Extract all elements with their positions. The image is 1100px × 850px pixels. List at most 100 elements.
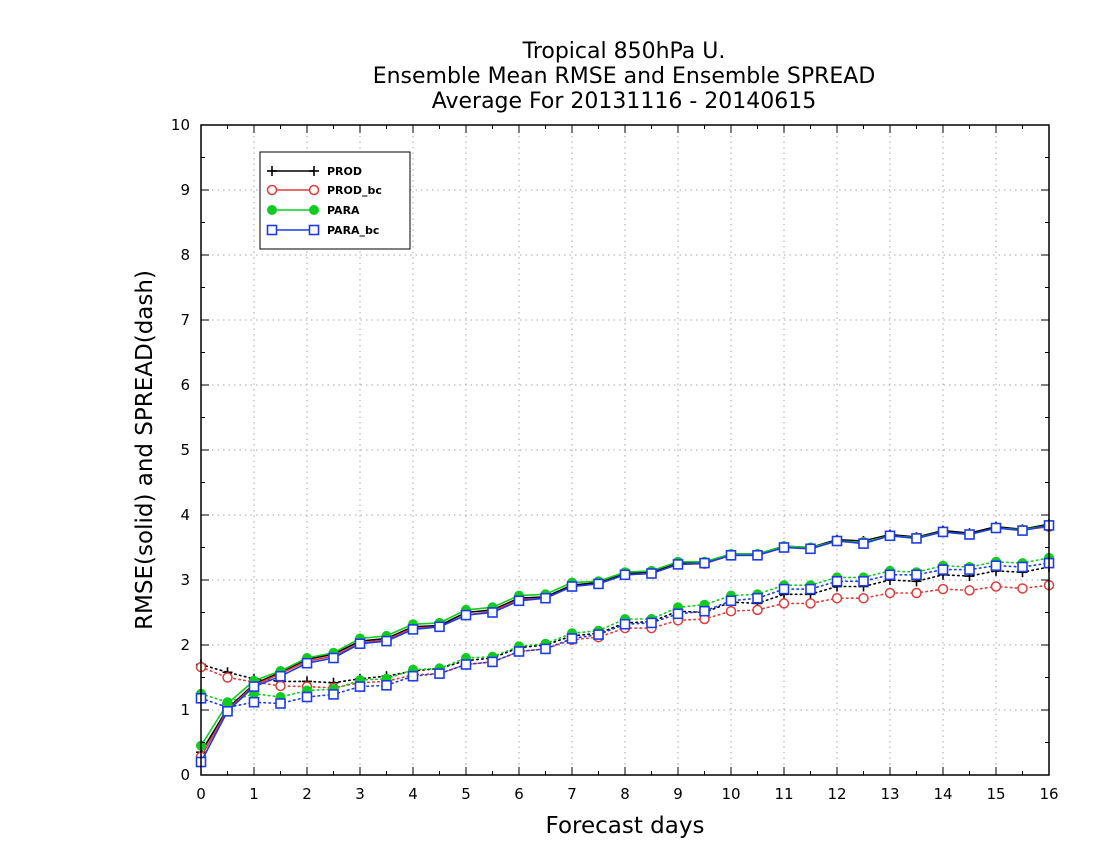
rmse-point-para-bc — [858, 538, 869, 549]
spread-point-para-bc — [275, 698, 286, 709]
spread-point-prod-bc — [884, 587, 896, 599]
x-tick-label: 2 — [302, 785, 312, 803]
legend-marker — [308, 184, 320, 196]
y-tick-label: 7 — [180, 311, 190, 329]
title-line-1: Tropical 850hPa U. — [522, 39, 726, 64]
rmse-line-prod-bc — [200, 525, 1050, 758]
spread-point-prod-bc — [858, 592, 869, 604]
legend-item-prod-bc: PROD_bc — [266, 184, 382, 197]
y-tick-label: 10 — [171, 116, 190, 134]
y-tick-label: 9 — [180, 181, 190, 199]
legend-label: PARA — [327, 204, 360, 217]
rmse-point-para-bc — [619, 569, 631, 581]
x-tick-label: 15 — [986, 785, 1005, 803]
chart-title: Tropical 850hPa U. Ensemble Mean RMSE an… — [373, 39, 876, 114]
spread-point-para-bc — [487, 656, 498, 668]
rmse-point-para-bc — [434, 621, 445, 633]
rmse-point-para-bc — [778, 542, 790, 553]
title-line-2: Ensemble Mean RMSE and Ensemble SPREAD — [373, 64, 876, 89]
spread-point-para-bc — [752, 592, 763, 604]
spread-point-para-bc — [646, 617, 657, 629]
spread-point-para-bc — [301, 691, 313, 703]
spread-point-para-bc — [990, 560, 1002, 572]
spread-point-prod-bc — [911, 587, 922, 599]
spread-point-prod-bc — [990, 581, 1002, 592]
spread-point-prod-bc — [964, 585, 975, 596]
rmse-line-prod — [200, 523, 1050, 753]
spread-point-para-bc — [1017, 561, 1028, 573]
spread-point-para-bc — [858, 575, 869, 587]
rmse-point-para-bc — [831, 535, 843, 547]
rmse-point-para-bc — [540, 592, 551, 604]
spread-point-para-bc — [699, 605, 710, 617]
rmse-point-para-bc — [593, 578, 604, 590]
rmse-point-para-bc — [381, 635, 392, 647]
spread-point-para-bc — [672, 608, 684, 620]
rmse-point-para-bc — [805, 543, 816, 555]
rmse-point-para-bc — [964, 529, 975, 540]
x-tick-label: 11 — [774, 785, 793, 803]
series-para-bc-rmse — [195, 520, 1055, 768]
rmse-point-para-bc — [248, 681, 260, 692]
rmse-point-para-bc — [460, 609, 472, 621]
spread-point-prod-bc — [752, 604, 763, 616]
x-tick-label: 0 — [196, 785, 206, 803]
spread-point-para-bc — [434, 668, 445, 679]
rmse-point-para-bc — [222, 705, 233, 717]
spread-point-para-bc — [513, 646, 525, 657]
x-axis-label: Forecast days — [546, 813, 705, 839]
legend-marker — [266, 184, 278, 196]
legend-item-para: PARA — [267, 204, 360, 217]
legend-label: PARA_bc — [327, 224, 379, 237]
spread-point-para-bc — [884, 569, 896, 581]
y-tick-label: 6 — [180, 376, 190, 394]
title-line-3: Average For 20131116 - 20140615 — [432, 89, 817, 114]
legend-marker — [308, 224, 320, 236]
spread-line-para-bc — [200, 562, 1050, 709]
spread-point-para-bc — [778, 583, 790, 595]
spread-point-para-bc — [354, 681, 366, 692]
spread-point-para-bc — [805, 583, 816, 595]
spread-point-para-bc — [964, 564, 975, 575]
x-tick-label: 13 — [880, 785, 899, 803]
legend-marker — [267, 205, 277, 215]
x-tick-label: 3 — [355, 785, 365, 803]
legend-marker — [309, 166, 319, 176]
spread-point-prod-bc — [222, 672, 233, 683]
spread-point-para-bc — [937, 564, 949, 575]
x-tick-label: 7 — [567, 785, 577, 803]
spread-point-prod-bc — [778, 598, 790, 609]
spread-point-prod-bc — [831, 592, 843, 604]
spread-point-para-bc — [566, 633, 578, 644]
rmse-point-para-bc — [725, 549, 737, 561]
x-tick-label: 8 — [620, 785, 630, 803]
x-tick-label: 1 — [249, 785, 259, 803]
rmse-point-para-bc — [566, 581, 578, 592]
spread-point-prod-bc — [805, 598, 816, 609]
x-tick-label: 9 — [673, 785, 683, 803]
y-axis-label: RMSE(solid) and SPREAD(dash) — [132, 270, 158, 630]
legend: PROD PROD_bc PARA PARA_bc — [259, 151, 411, 250]
legend-item-prod: PROD — [267, 165, 362, 178]
spread-point-para-bc — [381, 679, 392, 691]
rmse-point-para-bc — [990, 522, 1002, 534]
x-tick-label: 6 — [514, 785, 524, 803]
grid-lines — [201, 125, 1049, 775]
rmse-point-para-bc — [884, 530, 896, 542]
x-tick-label: 4 — [408, 785, 418, 803]
rmse-point-para-bc — [513, 595, 525, 607]
rmse-point-para-bc — [937, 526, 949, 538]
spread-point-para-bc — [407, 670, 419, 682]
spread-point-para-bc — [831, 575, 843, 587]
rmse-point-para-bc — [354, 638, 366, 650]
rmse-point-para-bc — [301, 657, 313, 669]
spread-point-prod-bc — [937, 583, 949, 595]
spread-line-prod — [200, 566, 1050, 684]
y-tick-label: 8 — [180, 246, 190, 264]
spread-point-para-bc — [619, 618, 631, 630]
legend-box — [259, 151, 411, 250]
legend-item-para-bc: PARA_bc — [266, 224, 379, 237]
spread-point-para-bc — [593, 629, 604, 640]
